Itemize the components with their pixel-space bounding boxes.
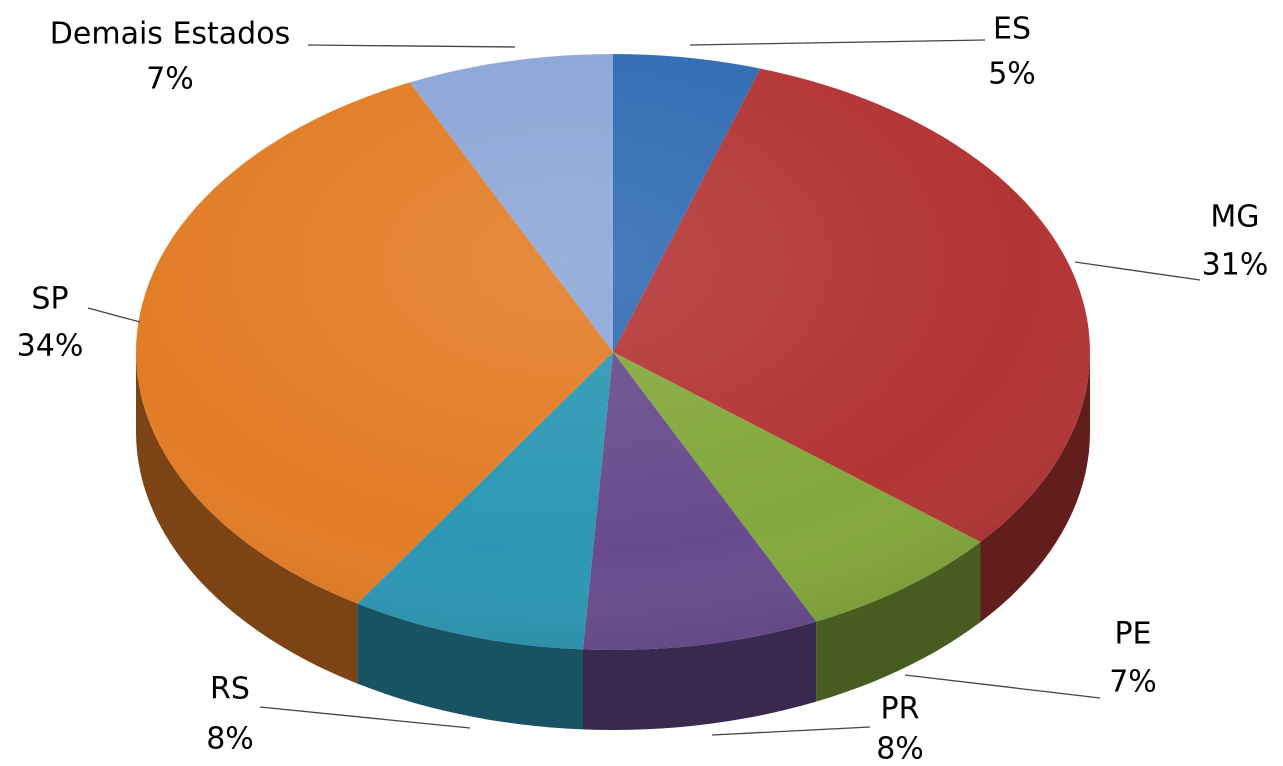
slice-label: Demais Estados xyxy=(50,17,290,52)
slice-value: 5% xyxy=(988,57,1036,92)
leader-line xyxy=(259,706,471,729)
slice-value: 31% xyxy=(1202,248,1269,283)
leader-line xyxy=(689,39,986,46)
slice-side xyxy=(583,621,817,730)
slice-side xyxy=(136,352,358,684)
slice-value: 34% xyxy=(17,329,84,364)
slice-label: SP xyxy=(31,282,68,317)
slice-value: 8% xyxy=(206,722,254,757)
slice-label: PE xyxy=(1114,617,1151,652)
slice-value: 7% xyxy=(146,62,194,97)
leader-line xyxy=(904,674,1101,699)
slice-label: MG xyxy=(1210,200,1259,235)
leader-line xyxy=(87,307,141,323)
leader-line xyxy=(711,726,871,736)
slice-label: ES xyxy=(993,12,1031,47)
slice-label: PR xyxy=(881,692,920,727)
shine xyxy=(136,54,1090,650)
slice-side xyxy=(980,352,1090,622)
leader-line xyxy=(1074,261,1201,281)
slice-side xyxy=(816,542,981,702)
slice-value: 7% xyxy=(1109,665,1157,700)
slice-value: 8% xyxy=(876,732,924,766)
leader-line xyxy=(307,44,516,48)
slice-side xyxy=(357,603,583,730)
slice-label: RS xyxy=(210,672,250,707)
pie-sides xyxy=(136,352,1090,730)
